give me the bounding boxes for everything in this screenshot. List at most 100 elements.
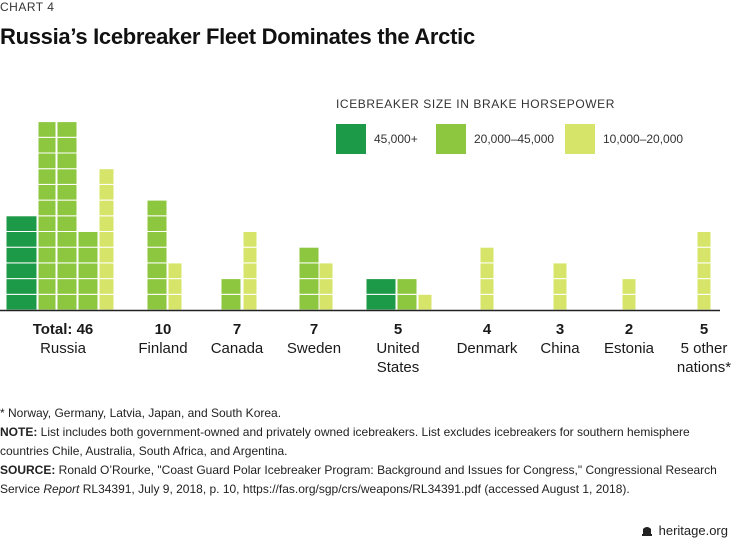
category-label-denmark: 4 Denmark (432, 320, 542, 358)
category-total: 7 (309, 321, 319, 338)
icebreaker-block (552, 262, 568, 280)
icebreaker-block (98, 168, 115, 185)
icebreaker-block (37, 199, 57, 217)
icebreaker-block (146, 231, 168, 248)
icebreaker-block (56, 136, 78, 154)
icebreaker-block (146, 199, 168, 217)
bar-russia (77, 231, 99, 311)
icebreaker-block (56, 152, 78, 170)
icebreaker-block (318, 278, 334, 295)
category-label-finland: 10 Finland (108, 320, 218, 358)
bar-sweden (298, 246, 320, 311)
icebreaker-block (56, 183, 78, 201)
bar-china (552, 262, 568, 311)
icebreaker-block (56, 278, 78, 295)
source-label: SOURCE: (0, 463, 56, 477)
icebreaker-block (77, 246, 99, 264)
icebreaker-block (98, 199, 115, 217)
bar-united-states (417, 293, 433, 311)
bar-united-states (365, 278, 397, 311)
icebreaker-block (5, 278, 38, 295)
category-name: China (540, 340, 580, 357)
category-total: 5 (393, 321, 403, 338)
icebreaker-block (365, 293, 397, 311)
legend-item-10000-20000: 10,000–20,000 (565, 122, 683, 156)
icebreaker-block (479, 262, 495, 280)
icebreaker-block (98, 246, 115, 264)
bar-chart (0, 121, 720, 312)
icebreaker-block (98, 183, 115, 201)
icebreaker-block (5, 215, 38, 233)
icebreaker-block (621, 293, 637, 311)
icebreaker-block (56, 121, 78, 138)
source: SOURCE: Ronald O’Rourke, "Coast Guard Po… (0, 461, 720, 499)
icebreaker-block (167, 262, 183, 280)
legend-swatch (336, 124, 366, 154)
source-report: Report (43, 482, 80, 496)
icebreaker-block (298, 293, 320, 311)
icebreaker-block (318, 293, 334, 311)
footer: heritage.org (641, 523, 728, 538)
icebreaker-block (242, 231, 258, 248)
icebreaker-block (37, 183, 57, 201)
bar-finland (146, 199, 168, 311)
icebreaker-block (146, 246, 168, 264)
icebreaker-block (77, 278, 99, 295)
legend-label: 10,000–20,000 (603, 132, 684, 146)
bar-russia (37, 121, 57, 311)
note: NOTE: List includes both government-owne… (0, 423, 720, 461)
category-label-china: 3 China (505, 320, 615, 358)
source-text: Ronald O’Rourke, "Coast Guard Polar Iceb… (0, 463, 717, 496)
category-total: 4 (482, 321, 492, 338)
icebreaker-block (98, 262, 115, 280)
bar-finland (167, 262, 183, 311)
category-label-other-nations: 5 5 other nations* (649, 320, 734, 377)
bar-russia (56, 121, 78, 311)
note-text: List includes both government-owned and … (0, 425, 690, 458)
legend-item-45000-plus: 45,000+ (336, 122, 418, 156)
icebreaker-block (77, 293, 99, 311)
bell-icon (641, 526, 652, 536)
icebreaker-block (56, 231, 78, 248)
icebreaker-block (37, 152, 57, 170)
icebreaker-block (37, 262, 57, 280)
category-label-canada: 7 Canada (182, 320, 292, 358)
icebreaker-block (696, 293, 712, 311)
icebreaker-block (220, 293, 242, 311)
icebreaker-block (696, 262, 712, 280)
bar-other-nations (696, 231, 712, 311)
icebreaker-block (552, 278, 568, 295)
icebreaker-block (396, 278, 418, 295)
category-label-sweden: 7 Sweden (259, 320, 369, 358)
icebreaker-block (621, 278, 637, 295)
legend-title: ICEBREAKER SIZE IN BRAKE HORSEPOWER (336, 97, 616, 111)
bar-russia (98, 168, 115, 311)
bar-denmark (479, 246, 495, 311)
category-name: United States (376, 340, 420, 376)
icebreaker-block (220, 278, 242, 295)
icebreaker-block (298, 246, 320, 264)
icebreaker-block (696, 278, 712, 295)
icebreaker-block (98, 215, 115, 233)
icebreaker-block (242, 278, 258, 295)
icebreaker-block (56, 246, 78, 264)
icebreaker-block (479, 278, 495, 295)
icebreaker-block (56, 168, 78, 185)
category-total: 10 (154, 321, 172, 338)
category-label-united-states: 5 United States (343, 320, 453, 377)
icebreaker-block (242, 293, 258, 311)
icebreaker-block (696, 246, 712, 264)
icebreaker-block (56, 293, 78, 311)
legend-item-20000-45000: 20,000–45,000 (436, 122, 554, 156)
icebreaker-block (37, 231, 57, 248)
legend-swatch (565, 124, 595, 154)
category-name: Canada (210, 340, 264, 357)
category-total: Total: 46 (32, 321, 94, 338)
legend-swatch (436, 124, 466, 154)
footer-site[interactable]: heritage.org (658, 523, 728, 538)
icebreaker-block (37, 215, 57, 233)
category-total: 2 (624, 321, 634, 338)
icebreaker-block (167, 278, 183, 295)
icebreaker-block (37, 293, 57, 311)
icebreaker-block (5, 231, 38, 248)
